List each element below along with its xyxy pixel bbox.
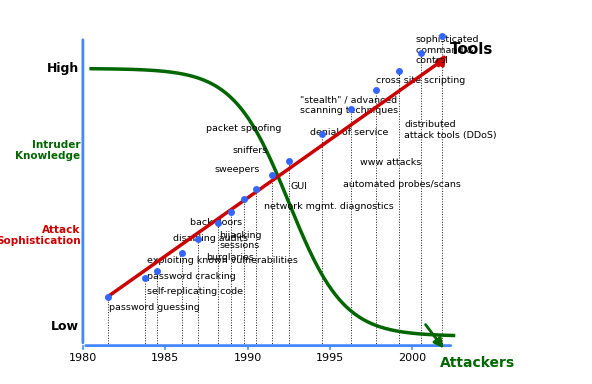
Text: Tools: Tools	[451, 42, 494, 57]
Text: cross site scripting: cross site scripting	[376, 76, 465, 85]
Text: exploiting known vulnerabilities: exploiting known vulnerabilities	[147, 256, 298, 265]
Text: disabling audits: disabling audits	[173, 234, 249, 243]
Text: packet spoofing: packet spoofing	[207, 124, 282, 132]
Text: "stealth" / advanced
scanning techniques: "stealth" / advanced scanning techniques	[300, 95, 398, 115]
Text: High: High	[47, 62, 79, 75]
Text: password cracking: password cracking	[147, 271, 236, 281]
Text: hijacking
sessions: hijacking sessions	[220, 231, 262, 250]
Text: Attackers: Attackers	[440, 356, 516, 370]
Text: self-replicating code: self-replicating code	[147, 287, 243, 296]
Text: 1985: 1985	[151, 353, 179, 364]
Text: 2000: 2000	[398, 353, 426, 364]
Text: back doors: back doors	[190, 218, 242, 227]
Text: Low: Low	[51, 320, 79, 333]
Text: 1980: 1980	[69, 353, 97, 364]
Text: sophisticated
command &
control: sophisticated command & control	[416, 35, 479, 65]
Text: 1995: 1995	[316, 353, 344, 364]
Text: www attacks: www attacks	[359, 158, 421, 167]
Text: 1990: 1990	[233, 353, 262, 364]
Text: network mgmt. diagnostics: network mgmt. diagnostics	[264, 202, 394, 211]
Text: sniffers: sniffers	[233, 146, 268, 155]
Text: Intruder
Knowledge: Intruder Knowledge	[15, 139, 81, 161]
Text: burglaries: burglaries	[207, 253, 255, 262]
Text: password guessing: password guessing	[110, 303, 200, 312]
Text: automated probes/scans: automated probes/scans	[343, 180, 461, 189]
Text: Attack
Sophistication: Attack Sophistication	[0, 225, 81, 246]
Text: distributed
attack tools (DDoS): distributed attack tools (DDoS)	[404, 121, 497, 140]
Text: GUI: GUI	[291, 182, 307, 191]
Text: sweepers: sweepers	[215, 164, 260, 174]
Text: denial of service: denial of service	[310, 128, 388, 137]
